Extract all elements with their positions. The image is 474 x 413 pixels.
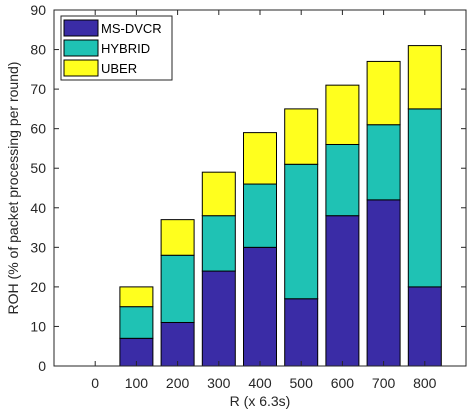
y-tick-label-20: 20 — [30, 279, 46, 295]
x-tick-label-500: 500 — [290, 375, 314, 391]
legend-label-hybrid: HYBRID — [101, 41, 150, 56]
bar-ms-dvcr-300 — [201, 270, 236, 367]
y-axis-label: ROH (% of packet processing per round) — [5, 62, 21, 315]
bar-hybrid-300 — [201, 215, 236, 272]
x-tick-label-600: 600 — [331, 375, 355, 391]
y-tick-label-30: 30 — [30, 239, 46, 255]
bar-ms-dvcr-800 — [407, 286, 442, 367]
bar-hybrid-200 — [160, 254, 195, 323]
bar-ms-dvcr-200 — [160, 321, 195, 367]
legend-swatch-ms-dvcr — [63, 19, 99, 37]
bar-uber-300 — [201, 171, 236, 217]
x-tick-label-400: 400 — [248, 375, 272, 391]
x-tick-label-800: 800 — [413, 375, 437, 391]
bar-hybrid-700 — [366, 124, 401, 201]
bar-hybrid-400 — [243, 183, 277, 248]
bar-hybrid-500 — [284, 163, 319, 300]
bar-uber-100 — [119, 286, 154, 308]
x-tick-label-700: 700 — [372, 375, 396, 391]
y-tick-label-0: 0 — [38, 358, 46, 374]
bar-ms-dvcr-600 — [325, 215, 360, 367]
y-tick-label-70: 70 — [30, 81, 46, 97]
bar-hybrid-100 — [119, 306, 154, 339]
bars-layer — [119, 45, 442, 367]
bar-ms-dvcr-700 — [366, 199, 401, 367]
bar-uber-500 — [284, 108, 319, 165]
x-tick-label-100: 100 — [125, 375, 149, 391]
bar-uber-200 — [160, 219, 195, 256]
y-axis: 0 10 20 30 40 50 60 70 80 90 — [30, 2, 466, 374]
legend-swatch-hybrid — [63, 39, 99, 57]
bar-uber-700 — [366, 60, 401, 126]
x-axis-label: R (x 6.3s) — [230, 393, 291, 409]
bar-ms-dvcr-400 — [243, 246, 277, 367]
y-tick-label-40: 40 — [30, 200, 46, 216]
legend-label-ms-dvcr: MS-DVCR — [101, 21, 162, 36]
bar-uber-600 — [325, 84, 360, 145]
bar-uber-800 — [407, 45, 442, 110]
bar-hybrid-600 — [325, 143, 360, 217]
y-tick-label-50: 50 — [30, 160, 46, 176]
y-tick-label-80: 80 — [30, 42, 46, 58]
x-tick-label-300: 300 — [207, 375, 231, 391]
x-axis: 0 100 200 300 400 500 600 700 800 — [91, 10, 437, 391]
bar-uber-400 — [243, 132, 277, 185]
x-tick-label-0: 0 — [91, 375, 99, 391]
x-tick-label-200: 200 — [166, 375, 190, 391]
y-tick-label-90: 90 — [30, 2, 46, 18]
legend: MS-DVCR HYBRID UBER — [60, 15, 173, 81]
legend-label-uber: UBER — [101, 61, 137, 76]
y-tick-label-10: 10 — [30, 318, 46, 334]
y-tick-label-60: 60 — [30, 121, 46, 137]
bar-hybrid-800 — [407, 108, 442, 288]
bar-ms-dvcr-500 — [284, 298, 319, 367]
legend-swatch-uber — [63, 59, 99, 77]
